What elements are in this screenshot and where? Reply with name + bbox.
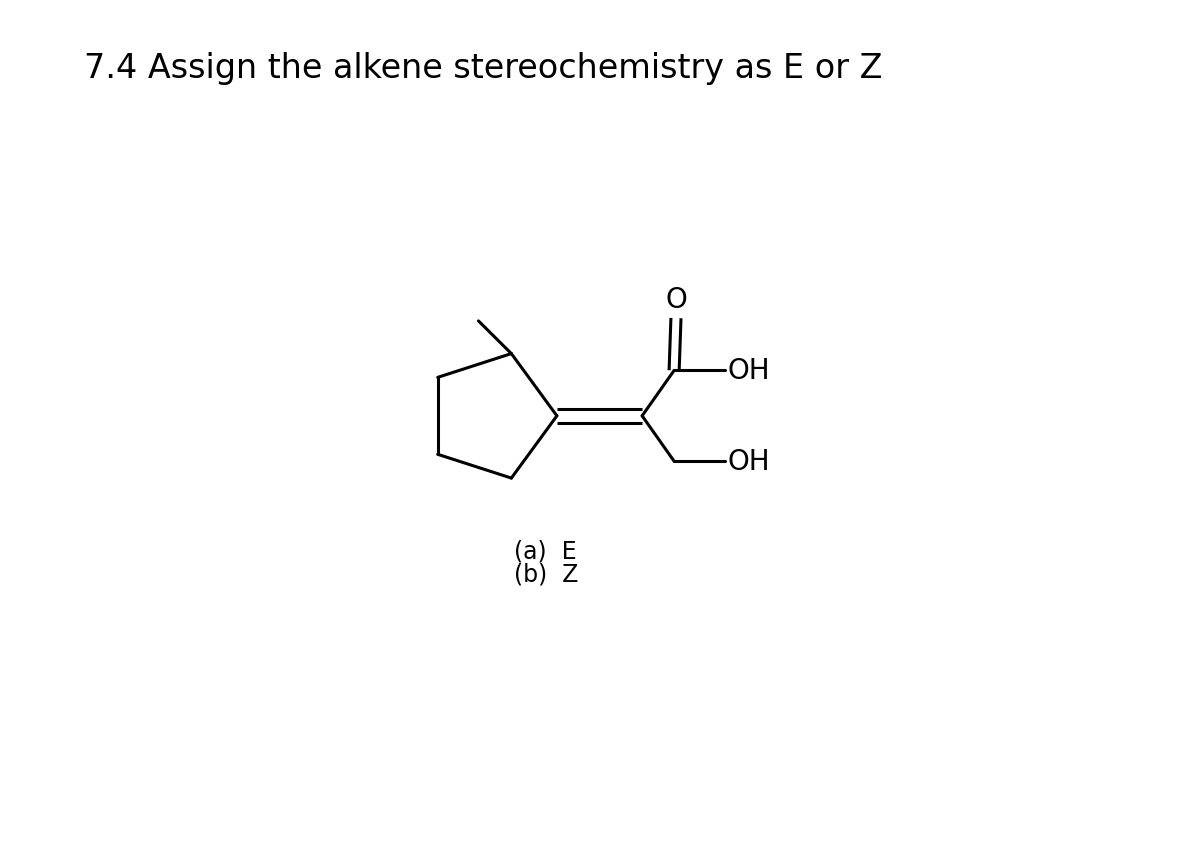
Text: (a)  E: (a) E bbox=[515, 539, 577, 563]
Text: OH: OH bbox=[727, 357, 770, 385]
Text: (b)  Z: (b) Z bbox=[515, 562, 578, 586]
Text: 7.4 Assign the alkene stereochemistry as E or Z: 7.4 Assign the alkene stereochemistry as… bbox=[84, 52, 882, 84]
Text: OH: OH bbox=[727, 448, 770, 475]
Text: O: O bbox=[665, 285, 686, 313]
